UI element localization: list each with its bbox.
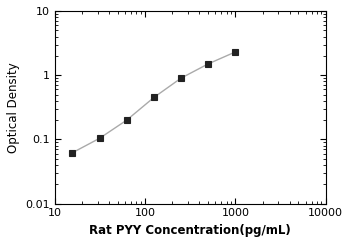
Y-axis label: Optical Density: Optical Density bbox=[7, 62, 20, 153]
X-axis label: Rat PYY Concentration(pg/mL): Rat PYY Concentration(pg/mL) bbox=[89, 224, 291, 237]
